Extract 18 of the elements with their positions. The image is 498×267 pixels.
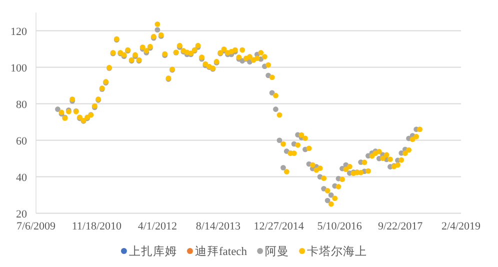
x-tick-label: 7/6/2009	[16, 220, 56, 232]
y-tick-label: 20	[16, 208, 28, 220]
y-tick-label: 120	[10, 26, 28, 38]
x-tick-label: 11/18/2010	[72, 220, 122, 232]
x-tick-label: 2/4/2019	[441, 220, 482, 232]
y-tick-label: 40	[16, 172, 28, 184]
x-tick-label: 5/10/2016	[317, 220, 362, 232]
y-tick-label: 60	[16, 135, 28, 148]
x-tick-label: 4/1/2012	[138, 220, 177, 232]
x-tick-label: 8/14/2013	[196, 220, 241, 232]
y-tick-label: 80	[16, 98, 28, 111]
x-tick-label: 12/27/2014	[254, 220, 304, 232]
x-tick-label: 9/22/2017	[378, 220, 424, 232]
y-tick-label: 100	[10, 62, 28, 74]
legend-label: 迪拜fatech	[194, 245, 248, 258]
legend-label: 阿曼	[265, 245, 290, 258]
legend-label: 上扎库姆	[128, 244, 177, 258]
legend-label: 卡塔尔海上	[307, 245, 368, 258]
